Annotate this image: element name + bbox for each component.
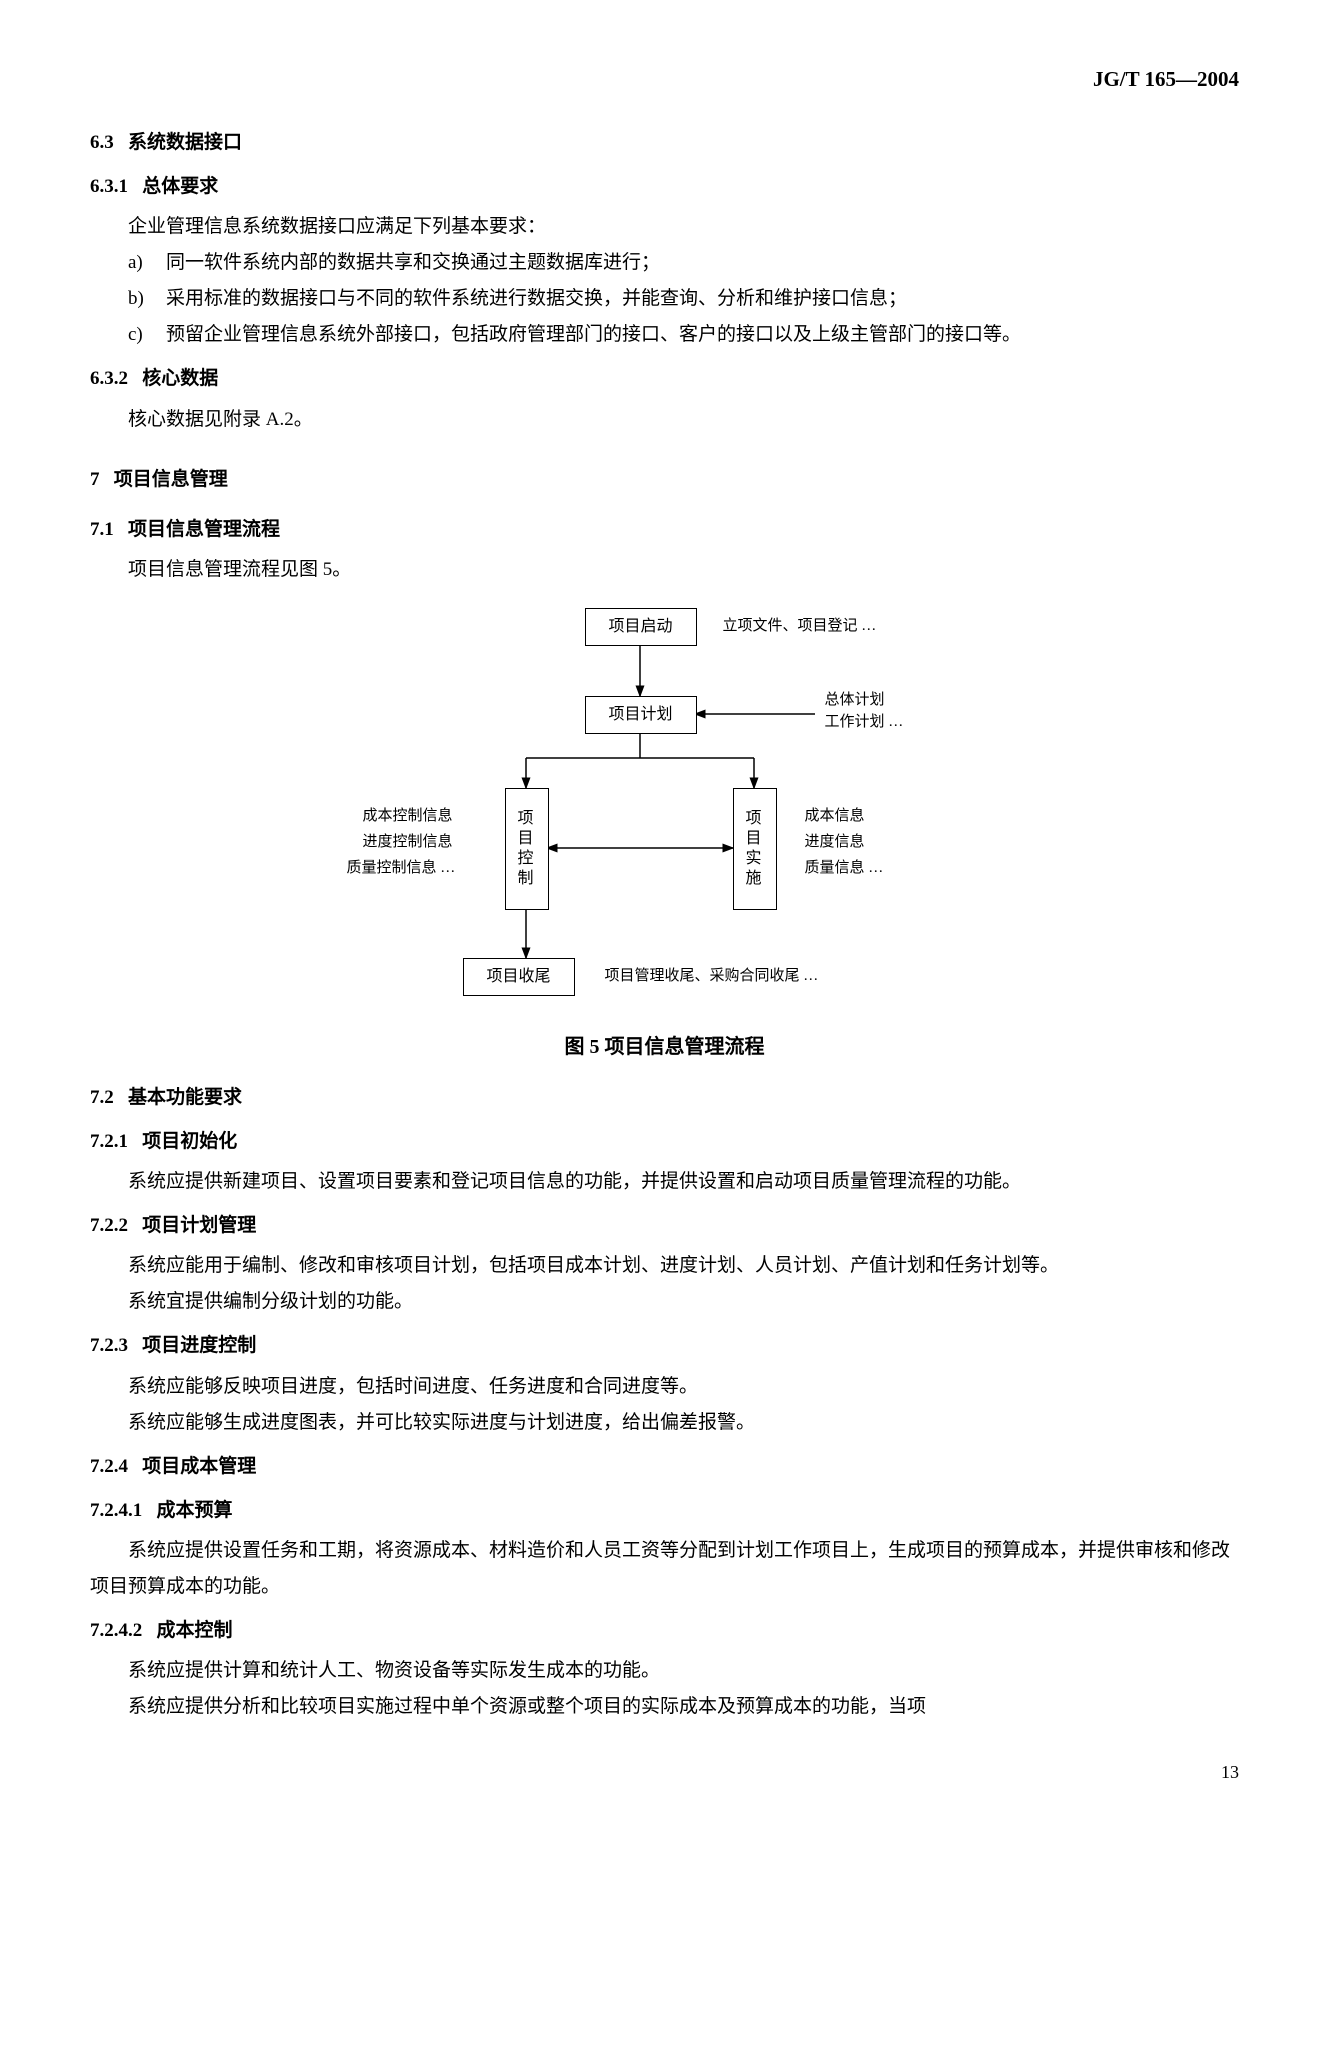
list-item-a: a)同一软件系统内部的数据共享和交换通过主题数据库进行；	[128, 245, 1239, 281]
heading-text: 项目信息管理	[114, 469, 228, 490]
heading-text: 项目信息管理流程	[128, 519, 280, 540]
heading-6-3: 6.3 系统数据接口	[90, 125, 1239, 161]
heading-text: 成本预算	[157, 1500, 233, 1521]
list-text: 预留企业管理信息系统外部接口，包括政府管理部门的接口、客户的接口以及上级主管部门…	[166, 317, 1021, 353]
flowchart-label-ctrl_l2: 进度控制信息	[363, 830, 453, 854]
flowchart-label-start_r: 立项文件、项目登记 …	[723, 614, 877, 638]
heading-7-2-4: 7.2.4 项目成本管理	[90, 1449, 1239, 1485]
heading-7-1: 7.1 项目信息管理流程	[90, 512, 1239, 548]
heading-text: 项目成本管理	[142, 1456, 256, 1477]
flowchart-label-plan_r2: 工作计划 …	[825, 710, 904, 734]
heading-text: 总体要求	[142, 176, 218, 197]
list-letter: c)	[128, 317, 166, 353]
figure-5-diagram: 项目启动项目计划项目控制 项目实施项目收尾 立项文件、项目登记 … 总体计划工作计划 …	[265, 608, 1065, 1008]
heading-num: 7.2.4.2	[90, 1620, 142, 1641]
para-7-2-4-2-2: 系统应提供分析和比较项目实施过程中单个资源或整个项目的实际成本及预算成本的功能，…	[90, 1689, 1239, 1725]
flowchart-label-close_r: 项目管理收尾、采购合同收尾 …	[605, 964, 819, 988]
para-7-2-2-2: 系统宜提供编制分级计划的功能。	[90, 1284, 1239, 1320]
flowchart-label-plan_r1: 总体计划	[825, 688, 885, 712]
heading-num: 7.2.1	[90, 1131, 128, 1152]
heading-text: 基本功能要求	[128, 1087, 242, 1108]
heading-num: 7	[90, 469, 100, 490]
list-letter: a)	[128, 245, 166, 281]
heading-text: 成本控制	[157, 1620, 233, 1641]
heading-7-2-3: 7.2.3 项目进度控制	[90, 1328, 1239, 1364]
flowchart-node-control: 项目控制	[505, 788, 549, 910]
flowchart-label-impl_r2: 进度信息	[805, 830, 865, 854]
heading-6-3-2: 6.3.2 核心数据	[90, 361, 1239, 397]
heading-text: 核心数据	[142, 368, 218, 389]
para-7-2-4-2-1: 系统应提供计算和统计人工、物资设备等实际发生成本的功能。	[90, 1653, 1239, 1689]
figure-5-caption: 图 5 项目信息管理流程	[90, 1028, 1239, 1066]
heading-num: 7.2.2	[90, 1215, 128, 1236]
heading-num: 6.3	[90, 132, 114, 153]
flowchart-node-close: 项目收尾	[463, 958, 575, 996]
para-7-1: 项目信息管理流程见图 5。	[90, 552, 1239, 588]
list-text: 采用标准的数据接口与不同的软件系统进行数据交换，并能查询、分析和维护接口信息；	[166, 288, 907, 309]
flowchart-node-plan: 项目计划	[585, 696, 697, 734]
list-item-c: c)预留企业管理信息系统外部接口，包括政府管理部门的接口、客户的接口以及上级主管…	[128, 317, 1239, 353]
para-7-2-3-2: 系统应能够生成进度图表，并可比较实际进度与计划进度，给出偏差报警。	[90, 1405, 1239, 1441]
para-6-3-2: 核心数据见附录 A.2。	[90, 402, 1239, 438]
para-7-2-2-1: 系统应能用于编制、修改和审核项目计划，包括项目成本计划、进度计划、人员计划、产值…	[90, 1248, 1239, 1284]
flowchart-label-impl_r3: 质量信息 …	[805, 856, 884, 880]
flowchart-label-impl_r1: 成本信息	[805, 804, 865, 828]
heading-text: 项目计划管理	[142, 1215, 256, 1236]
heading-text: 项目进度控制	[142, 1335, 256, 1356]
heading-7-2-4-2: 7.2.4.2 成本控制	[90, 1613, 1239, 1649]
heading-num: 7.2.4.1	[90, 1500, 142, 1521]
heading-7-2-4-1: 7.2.4.1 成本预算	[90, 1493, 1239, 1529]
flowchart-node-start: 项目启动	[585, 608, 697, 646]
flowchart-label-ctrl_l1: 成本控制信息	[363, 804, 453, 828]
heading-num: 7.1	[90, 519, 114, 540]
page-number: 13	[90, 1755, 1239, 1789]
heading-num: 7.2.4	[90, 1456, 128, 1477]
heading-text: 项目初始化	[142, 1131, 237, 1152]
para-6-3-1-intro: 企业管理信息系统数据接口应满足下列基本要求：	[90, 209, 1239, 245]
standard-code-header: JG/T 165—2004	[90, 60, 1239, 100]
list-text: 同一软件系统内部的数据共享和交换通过主题数据库进行；	[166, 252, 660, 273]
para-7-2-3-1: 系统应能够反映项目进度，包括时间进度、任务进度和合同进度等。	[90, 1369, 1239, 1405]
flowchart-node-impl: 项目实施	[733, 788, 777, 910]
list-item-b: b)采用标准的数据接口与不同的软件系统进行数据交换，并能查询、分析和维护接口信息…	[128, 281, 1239, 317]
heading-6-3-1: 6.3.1 总体要求	[90, 169, 1239, 205]
heading-7-2-2: 7.2.2 项目计划管理	[90, 1208, 1239, 1244]
para-7-2-1: 系统应提供新建项目、设置项目要素和登记项目信息的功能，并提供设置和启动项目质量管…	[90, 1164, 1239, 1200]
heading-7: 7 项目信息管理	[90, 462, 1239, 498]
heading-text: 系统数据接口	[128, 132, 242, 153]
heading-7-2-1: 7.2.1 项目初始化	[90, 1124, 1239, 1160]
para-7-2-4-1: 系统应提供设置任务和工期，将资源成本、材料造价和人员工资等分配到计划工作项目上，…	[90, 1533, 1239, 1605]
heading-num: 6.3.1	[90, 176, 128, 197]
heading-num: 6.3.2	[90, 368, 128, 389]
flowchart-label-ctrl_l3: 质量控制信息 …	[347, 856, 456, 880]
list-letter: b)	[128, 281, 166, 317]
heading-num: 7.2.3	[90, 1335, 128, 1356]
heading-num: 7.2	[90, 1087, 114, 1108]
heading-7-2: 7.2 基本功能要求	[90, 1080, 1239, 1116]
